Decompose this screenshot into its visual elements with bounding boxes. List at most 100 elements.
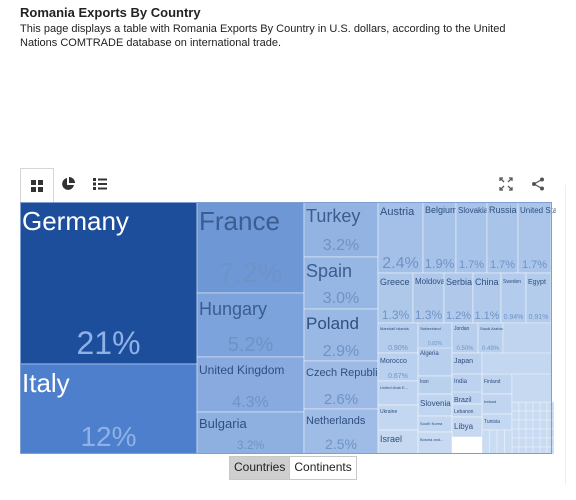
treemap-value-germany: 21% <box>76 325 140 361</box>
treemap-cell-algeria[interactable]: Algeria <box>417 347 453 377</box>
treemap-rect-moldova[interactable] <box>412 272 445 324</box>
treemap-label-brazil: Brazil <box>454 397 472 404</box>
treemap-label-bulgaria: Bulgaria <box>199 416 247 431</box>
treemap-cell-czech-republic[interactable]: Czech Republic 2.6% <box>303 360 384 410</box>
treemap-cell-germany[interactable]: Germany 21% <box>20 202 198 365</box>
treemap-label-slovakia: Slovakia <box>458 206 489 215</box>
treemap-rect-united-arab-emirates[interactable] <box>377 380 419 406</box>
treemap-value-china: 1.1% <box>474 310 499 322</box>
treemap-cell-china[interactable]: China 1.1% <box>472 272 502 324</box>
treemap-label-poland: Poland <box>306 314 359 333</box>
treemap-cell-israel[interactable]: Israel <box>377 429 419 454</box>
treemap-cell-austria[interactable]: Austria 2.4% <box>377 202 424 274</box>
treemap-label-czech-republic: Czech Republic <box>306 367 384 379</box>
treemap-label-netherlands: Netherlands <box>306 415 366 427</box>
treemap-cell-jordan[interactable]: Jordan 0.50% <box>451 322 479 354</box>
treemap-cell-hungary[interactable]: Hungary 5.2% <box>196 292 305 358</box>
treemap-cell-belgium[interactable]: Belgium 1.9% <box>422 202 458 274</box>
treemap-rect-algeria[interactable] <box>417 347 453 377</box>
treemap-cell-ireland[interactable]: Ireland <box>481 393 513 415</box>
treemap-cell-iran[interactable]: Iran <box>417 375 453 395</box>
treemap-cell-india[interactable]: India <box>451 373 483 395</box>
treemap-cell-south-korea[interactable]: South Korea <box>417 415 453 433</box>
treemap-label-russia: Russia <box>489 205 517 215</box>
treemap-rect-saudi-arabia[interactable] <box>477 322 504 354</box>
treemap-rect-germany[interactable] <box>20 202 198 365</box>
treemap-rect-slovakia[interactable] <box>455 202 488 274</box>
treemap-label-morocco: Morocco <box>380 358 407 365</box>
treemap-svg: Germany21%Italy12%France7.2%Hungary5.2%U… <box>20 202 556 454</box>
treemap-rect-italy[interactable] <box>20 363 198 454</box>
treemap-label-turkey: Turkey <box>306 206 360 226</box>
treemap-cell-egypt[interactable]: Egypt 0.91% <box>525 272 552 324</box>
treemap-value-turkey: 3.2% <box>323 237 359 254</box>
treemap-cell-morocco[interactable]: Morocco 0.67% <box>377 352 419 382</box>
treemap-cell-russia[interactable]: Russia 1.7% <box>486 202 519 274</box>
treemap-rect-bosnia-and-herzegovina[interactable] <box>417 431 453 454</box>
treemap-cell-spain[interactable]: Spain 3.0% <box>303 256 379 310</box>
treemap-cell-slovenia[interactable]: Slovenia <box>417 393 453 417</box>
treemap-rect-egypt[interactable] <box>525 272 552 324</box>
treemap-label-hungary: Hungary <box>199 299 267 319</box>
treemap-cell-united-kingdom[interactable]: United Kingdom 4.3% <box>196 356 305 413</box>
treemap-rect-greece[interactable] <box>377 272 414 324</box>
treemap-label-libya: Libya <box>454 422 474 431</box>
treemap-label-tunisia: Tunisia <box>484 419 500 425</box>
treemap-label-algeria: Algeria <box>420 351 439 357</box>
treemap-cell-japan[interactable]: Japan <box>451 352 483 375</box>
treemap-cell-bulgaria[interactable]: Bulgaria 3.2% <box>196 411 305 454</box>
treemap-rect-ukraine[interactable] <box>377 404 419 431</box>
treemap-cell-netherlands[interactable]: Netherlands 2.5% <box>303 408 379 454</box>
treemap-rect-hungary[interactable] <box>196 292 305 358</box>
treemap-cell-sweden[interactable]: Sweden 0.94% <box>500 272 527 324</box>
treemap-label-ireland: Ireland <box>484 399 496 404</box>
treemap-rect-austria[interactable] <box>377 202 424 274</box>
treemap-rect-ireland[interactable] <box>481 393 513 415</box>
treemap-border <box>20 202 552 454</box>
treemap-value-austria: 2.4% <box>382 255 418 272</box>
treemap-rect-russia[interactable] <box>486 202 519 274</box>
countries-button[interactable]: Countries <box>230 457 290 479</box>
treemap-cell-saudi-arabia[interactable]: Saudi Arabia 0.49% <box>477 322 504 354</box>
treemap-view-button[interactable] <box>20 168 54 203</box>
treemap-cell-bosnia-and-herzegovina[interactable]: Bosnia and... <box>417 431 453 454</box>
treemap-rect-marshall-islands[interactable] <box>377 322 419 354</box>
treemap-value-switzerland: 0.82% <box>428 341 443 347</box>
treemap-cell-france[interactable]: France 7.2% <box>196 202 305 294</box>
treemap-rect-bulgaria[interactable] <box>196 411 305 454</box>
treemap-cell-libya[interactable]: Libya <box>451 416 483 438</box>
treemap-rect-united-kingdom[interactable] <box>196 356 305 413</box>
treemap-cell-moldova[interactable]: Moldova 1.3% <box>412 272 446 324</box>
treemap-label-china: China <box>475 277 499 287</box>
treemap-cell-poland[interactable]: Poland 2.9% <box>303 308 379 362</box>
treemap-cell-serbia[interactable]: Serbia 1.2% <box>443 272 474 324</box>
treemap-rect-china[interactable] <box>472 272 502 324</box>
treemap-cell-greece[interactable]: Greece 1.3% <box>377 272 414 324</box>
list-icon <box>93 178 107 190</box>
treemap-cell-ukraine[interactable]: Ukraine <box>377 404 419 431</box>
treemap-cell-tunisia[interactable]: Tunisia <box>481 413 513 431</box>
treemap-rect-libya[interactable] <box>451 416 483 438</box>
fullscreen-button[interactable] <box>490 168 522 200</box>
treemap-rect-sweden[interactable] <box>500 272 527 324</box>
treemap-cell-finland[interactable]: Finland <box>481 373 513 395</box>
treemap-rect-united-states[interactable] <box>517 202 552 274</box>
treemap-cell-marshall-islands[interactable]: Marshall Islands 0.90% <box>377 322 419 354</box>
treemap-value-egypt: 0.91% <box>529 314 549 321</box>
treemap-rect-israel[interactable] <box>377 429 419 454</box>
treemap-value-slovakia: 1.7% <box>459 259 484 271</box>
continents-button[interactable]: Continents <box>289 457 356 479</box>
treemap-label-marshall-islands: Marshall Islands <box>380 326 409 331</box>
treemap-cell-brazil[interactable]: Brazil <box>451 391 483 405</box>
treemap-cell-turkey[interactable]: Turkey 3.2% <box>303 202 379 258</box>
treemap-cell-slovakia[interactable]: Slovakia 1.7% <box>455 202 489 274</box>
share-button[interactable] <box>522 168 554 200</box>
treemap-rect-france[interactable] <box>196 202 305 294</box>
pie-view-button[interactable] <box>52 168 84 200</box>
treemap-rect-serbia[interactable] <box>443 272 474 324</box>
list-view-button[interactable] <box>84 168 116 200</box>
treemap-cell-italy[interactable]: Italy 12% <box>20 363 198 454</box>
treemap-cell-united-arab-emirates[interactable]: United Arab E... <box>377 380 419 406</box>
treemap-cell-united-states[interactable]: United States 1.7% <box>517 202 556 274</box>
treemap-cell-lebanon[interactable]: Lebanon <box>451 403 483 418</box>
